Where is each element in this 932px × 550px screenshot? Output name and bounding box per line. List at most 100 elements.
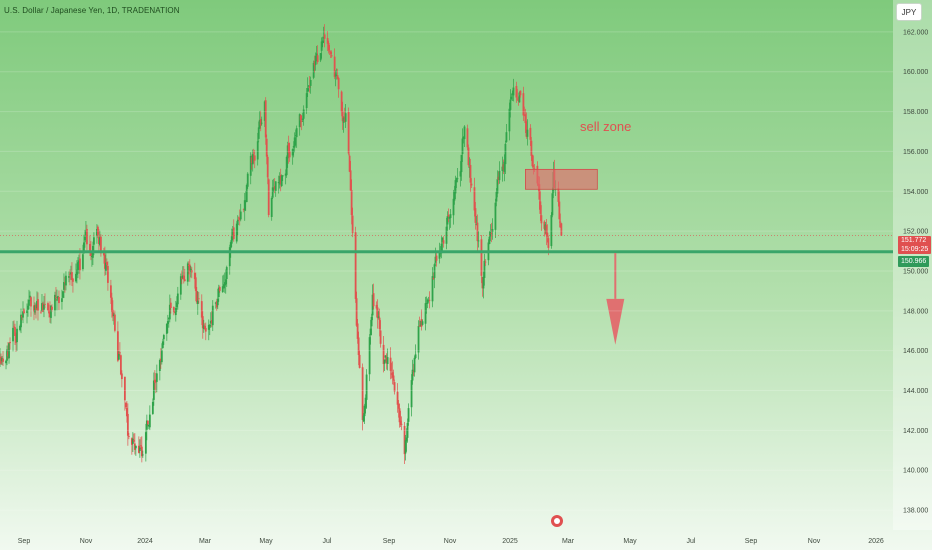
candle-body — [477, 240, 480, 242]
candle-body — [320, 41, 323, 51]
candle-body — [118, 352, 121, 354]
candle-body — [69, 273, 71, 275]
candle-body — [285, 156, 288, 176]
candle-body — [474, 208, 477, 223]
candle-body — [558, 201, 561, 220]
candle-body — [489, 231, 492, 237]
candle-body — [348, 155, 351, 172]
candle-body — [20, 314, 22, 328]
candle-body — [105, 262, 107, 272]
candle-body — [151, 401, 154, 414]
candle-body — [230, 236, 233, 244]
candle-body — [202, 325, 205, 330]
candle-body — [27, 305, 29, 310]
candle-body — [113, 314, 116, 331]
candle-body — [544, 224, 547, 231]
candle-body — [138, 447, 141, 452]
candle-body — [468, 167, 471, 168]
candle-body — [41, 303, 43, 311]
candle-body — [442, 240, 445, 244]
candle-body — [482, 276, 485, 289]
candle-body — [403, 425, 406, 455]
candle-body — [75, 273, 77, 282]
candle-body — [515, 85, 518, 98]
candle-body — [34, 305, 36, 313]
candle-body — [453, 191, 456, 201]
candle-body — [243, 200, 246, 211]
candle-body — [449, 214, 452, 219]
candle-body — [76, 269, 78, 275]
candle-body — [470, 183, 473, 186]
price-tick-label: 152.000 — [903, 229, 928, 236]
candle-body — [13, 326, 15, 328]
candle-body — [462, 136, 465, 139]
candle-body — [112, 314, 115, 316]
candle-body — [127, 436, 130, 437]
candle-body — [508, 108, 511, 132]
broker-logo-inner — [554, 518, 560, 524]
candle-body — [107, 265, 109, 283]
candle-body — [491, 229, 494, 232]
candle-body — [222, 284, 225, 289]
candle-body — [35, 304, 37, 310]
candle-body — [511, 92, 514, 95]
candle-body — [522, 93, 525, 116]
candle-body — [361, 367, 364, 420]
candle-body — [533, 167, 536, 169]
candle-body — [370, 316, 373, 327]
candle-body — [244, 200, 247, 203]
candle-body — [224, 279, 227, 285]
candle-body — [342, 117, 345, 123]
candle-body — [232, 227, 235, 240]
candle-body — [204, 327, 207, 332]
candle-body — [256, 141, 259, 160]
candle-body — [560, 223, 563, 236]
candle-body — [480, 239, 483, 276]
candle-body — [186, 263, 189, 282]
candle-body — [328, 50, 331, 52]
candle-body — [239, 211, 242, 220]
time-tick-label: Jul — [687, 538, 696, 545]
candle-body — [116, 331, 119, 361]
time-axis[interactable]: Sep Nov 2024 Mar May Jul Sep Nov 2025 Mar May Jul Se… — [18, 538, 884, 545]
candle-body — [265, 138, 268, 157]
candle-body — [21, 315, 23, 318]
price-tick-label: 148.000 — [903, 308, 928, 315]
price-axis[interactable]: 162.000 160.000 158.000 156.000 154.000 152.0… — [0, 29, 928, 515]
candle-body — [494, 202, 497, 230]
candle-body — [195, 290, 198, 303]
currency-button[interactable]: JPY — [896, 3, 922, 21]
candle-body — [321, 40, 324, 43]
candle-body — [350, 189, 353, 215]
candle-body — [33, 305, 35, 312]
candle-body — [251, 154, 254, 165]
candle-body — [154, 381, 157, 383]
candle-body — [7, 351, 9, 357]
candle-body — [557, 188, 560, 202]
candle-body — [55, 296, 57, 298]
time-tick-label: Sep — [18, 538, 31, 545]
candle-body — [375, 304, 378, 309]
candle-body — [246, 173, 249, 187]
candle-body — [344, 113, 347, 122]
candle-body — [252, 152, 255, 154]
candle-body — [100, 236, 102, 254]
candle-body — [424, 303, 427, 324]
candle-body — [61, 298, 63, 302]
candle-body — [168, 304, 171, 320]
candle-body — [280, 175, 283, 187]
candle-body — [356, 323, 359, 339]
candle-body — [545, 225, 548, 236]
candle-body — [519, 90, 522, 96]
candle-body — [23, 309, 25, 314]
candle-body — [526, 129, 529, 137]
candles-group — [0, 24, 563, 464]
candle-body — [159, 358, 162, 361]
candle-body — [28, 299, 30, 306]
price-tick-label: 142.000 — [903, 428, 928, 435]
candle-body — [273, 186, 276, 190]
candle-body — [236, 219, 239, 226]
candle-body — [235, 223, 238, 242]
candle-body — [12, 327, 14, 342]
